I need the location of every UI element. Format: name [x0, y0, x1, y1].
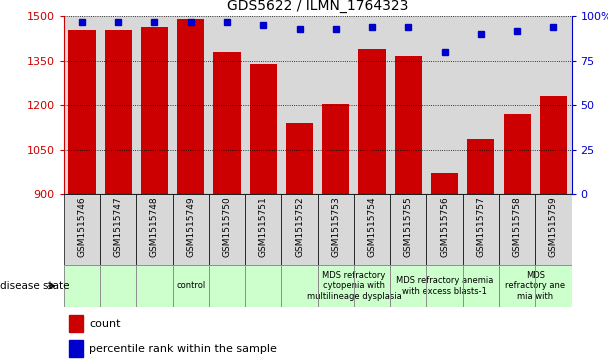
Bar — [499, 194, 535, 265]
Title: GDS5622 / ILMN_1764323: GDS5622 / ILMN_1764323 — [227, 0, 409, 13]
Bar — [282, 265, 317, 307]
Bar — [317, 194, 354, 265]
Text: MDS
refractory ane
mia with: MDS refractory ane mia with — [505, 271, 565, 301]
Bar — [64, 16, 100, 194]
Text: GSM1515756: GSM1515756 — [440, 196, 449, 257]
Bar — [535, 194, 572, 265]
Bar — [141, 27, 168, 194]
Bar — [317, 265, 354, 307]
Bar — [209, 194, 245, 265]
Bar — [359, 49, 385, 194]
Bar — [354, 265, 390, 307]
Text: MDS refractory anemia
with excess blasts-1: MDS refractory anemia with excess blasts… — [396, 276, 493, 295]
Bar — [503, 114, 531, 194]
Text: GSM1515747: GSM1515747 — [114, 196, 123, 257]
Bar — [395, 56, 422, 194]
Bar — [426, 194, 463, 265]
Bar — [250, 64, 277, 194]
Text: GSM1515748: GSM1515748 — [150, 196, 159, 257]
Text: GSM1515751: GSM1515751 — [259, 196, 268, 257]
Bar — [463, 16, 499, 194]
Text: MDS refractory
cytopenia with
multilineage dysplasia: MDS refractory cytopenia with multilinea… — [306, 271, 401, 301]
Bar — [68, 30, 95, 194]
Bar — [245, 265, 282, 307]
Bar — [100, 16, 136, 194]
Text: GSM1515749: GSM1515749 — [186, 196, 195, 257]
Bar — [173, 194, 209, 265]
Bar — [317, 16, 354, 194]
Bar — [282, 194, 317, 265]
Bar — [136, 16, 173, 194]
Bar — [354, 194, 390, 265]
Bar — [499, 265, 572, 307]
Bar — [64, 194, 100, 265]
Bar — [535, 265, 572, 307]
Text: percentile rank within the sample: percentile rank within the sample — [89, 344, 277, 354]
Text: control: control — [176, 281, 206, 290]
Bar — [173, 265, 209, 307]
Text: GSM1515753: GSM1515753 — [331, 196, 340, 257]
Bar — [499, 16, 535, 194]
Bar — [177, 19, 204, 194]
Bar — [426, 16, 463, 194]
Text: GSM1515750: GSM1515750 — [223, 196, 232, 257]
Bar — [100, 265, 136, 307]
Bar — [69, 340, 83, 357]
Bar — [468, 139, 494, 194]
Bar — [64, 265, 317, 307]
Bar — [431, 174, 458, 194]
Text: GSM1515755: GSM1515755 — [404, 196, 413, 257]
Bar — [64, 265, 100, 307]
Text: GSM1515759: GSM1515759 — [549, 196, 558, 257]
Bar — [100, 194, 136, 265]
Bar — [463, 194, 499, 265]
Bar — [245, 16, 282, 194]
Text: GSM1515757: GSM1515757 — [476, 196, 485, 257]
Text: GSM1515758: GSM1515758 — [513, 196, 522, 257]
Bar — [354, 16, 390, 194]
Text: GSM1515752: GSM1515752 — [295, 196, 304, 257]
Bar — [209, 265, 245, 307]
Bar — [69, 315, 83, 332]
Bar — [173, 16, 209, 194]
Bar — [213, 52, 241, 194]
Bar — [390, 265, 499, 307]
Bar — [426, 265, 463, 307]
Bar — [463, 265, 499, 307]
Bar — [322, 104, 350, 194]
Text: GSM1515746: GSM1515746 — [77, 196, 86, 257]
Bar — [105, 30, 132, 194]
Bar — [317, 265, 390, 307]
Bar — [209, 16, 245, 194]
Bar — [535, 16, 572, 194]
Bar — [136, 265, 173, 307]
Bar — [286, 123, 313, 194]
Bar — [282, 16, 317, 194]
Text: GSM1515754: GSM1515754 — [368, 196, 376, 257]
Bar — [390, 194, 426, 265]
Text: count: count — [89, 319, 121, 329]
Bar — [245, 194, 282, 265]
Bar — [390, 16, 426, 194]
Bar — [390, 265, 426, 307]
Text: disease state: disease state — [0, 281, 69, 291]
Bar — [540, 96, 567, 194]
Bar — [499, 265, 535, 307]
Bar — [136, 194, 173, 265]
